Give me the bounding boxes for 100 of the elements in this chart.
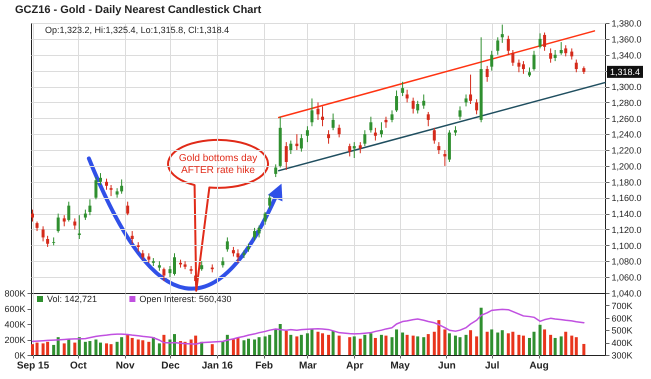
bar bbox=[549, 334, 552, 355]
candlestick bbox=[511, 50, 514, 66]
candlestick bbox=[469, 74, 472, 104]
bar bbox=[327, 334, 330, 355]
bar bbox=[490, 329, 494, 355]
candlestick bbox=[412, 97, 415, 114]
y-tick-label: 400K bbox=[4, 320, 26, 330]
candlestick bbox=[522, 60, 525, 74]
bar bbox=[42, 343, 45, 355]
candlestick bbox=[358, 142, 362, 154]
y-tick-label: 1,240.0 bbox=[612, 130, 642, 140]
bar bbox=[162, 334, 166, 355]
candlestick bbox=[110, 184, 113, 197]
x-tick-label: Dec bbox=[161, 360, 180, 372]
y-tick-label: 1,340.0 bbox=[612, 50, 642, 60]
line-series bbox=[32, 308, 585, 345]
bar bbox=[141, 340, 144, 355]
bar bbox=[443, 329, 446, 355]
bar bbox=[564, 332, 568, 355]
candlestick bbox=[437, 142, 440, 155]
candlestick bbox=[560, 42, 563, 56]
candlestick bbox=[200, 260, 204, 272]
annotation: Gold bottoms day AFTER rate hike bbox=[178, 152, 258, 176]
bar bbox=[412, 336, 415, 355]
y-tick-label: 200K bbox=[4, 335, 26, 345]
y-tick-label: 600K bbox=[4, 304, 26, 314]
candlestick bbox=[67, 201, 70, 222]
candlestick bbox=[332, 113, 335, 131]
bar bbox=[136, 340, 140, 355]
bar bbox=[105, 343, 108, 355]
x-tick-label: Oct bbox=[70, 360, 88, 372]
y-tick-label: 1,280.0 bbox=[612, 98, 642, 108]
bar bbox=[554, 338, 557, 355]
bar bbox=[464, 334, 468, 355]
bar bbox=[560, 336, 563, 355]
y-tick-label: 1,180.0 bbox=[612, 177, 642, 188]
candlestick bbox=[443, 150, 446, 166]
bar bbox=[582, 344, 586, 355]
y-tick-label: 1,100.0 bbox=[612, 240, 642, 251]
candlestick bbox=[274, 164, 278, 178]
y-tick-label: 1,380.0 bbox=[612, 18, 642, 28]
candlestick bbox=[136, 242, 140, 252]
y-tick-label: 1,160.0 bbox=[612, 193, 642, 204]
bar bbox=[422, 337, 426, 355]
bar bbox=[380, 334, 383, 355]
candlestick bbox=[268, 194, 272, 210]
candlestick bbox=[327, 130, 330, 144]
bar bbox=[338, 336, 341, 355]
bar bbox=[31, 344, 34, 355]
bar bbox=[522, 336, 525, 355]
bar bbox=[62, 343, 66, 355]
candlestick bbox=[426, 111, 430, 127]
y-tick-label: 1,220.0 bbox=[612, 146, 642, 156]
bar bbox=[236, 338, 240, 355]
bar bbox=[369, 333, 372, 355]
candlestick bbox=[464, 94, 468, 107]
x-tick-label: Jan 16 bbox=[202, 360, 234, 372]
bar bbox=[448, 333, 451, 355]
candlestick bbox=[289, 140, 292, 155]
bar bbox=[416, 336, 420, 355]
candlestick bbox=[538, 32, 542, 49]
y2-tick-label: 500K bbox=[612, 326, 633, 336]
candlestick bbox=[284, 142, 288, 170]
candlestick bbox=[401, 81, 404, 97]
bar bbox=[190, 340, 193, 355]
candlestick bbox=[253, 227, 256, 242]
bar bbox=[78, 337, 81, 355]
candlestick bbox=[295, 134, 298, 151]
candlestick bbox=[406, 89, 409, 103]
x-tick-label: Feb bbox=[255, 360, 274, 372]
candlestick bbox=[380, 122, 383, 138]
bar bbox=[73, 342, 76, 355]
x-tick-label: Jun bbox=[438, 360, 456, 372]
y-tick-label: 1,360.0 bbox=[612, 34, 642, 44]
candlestick bbox=[395, 90, 398, 112]
candlestick bbox=[363, 130, 366, 147]
bar bbox=[543, 329, 546, 355]
bar bbox=[480, 308, 483, 355]
candlestick bbox=[62, 214, 66, 227]
annotation: Op:1,323.2, Hi:1,325.4, Lo:1,315.8, Cl:1,318.4 bbox=[45, 25, 230, 35]
candlestick bbox=[500, 24, 504, 44]
candlestick bbox=[486, 65, 489, 82]
bar bbox=[352, 336, 356, 355]
bar bbox=[426, 334, 430, 355]
candlestick bbox=[78, 214, 81, 240]
candlestick bbox=[116, 188, 119, 198]
bar bbox=[295, 336, 298, 355]
bar bbox=[374, 338, 377, 355]
bar bbox=[67, 338, 70, 355]
bar bbox=[300, 334, 303, 355]
candlestick bbox=[528, 66, 531, 78]
candlestick bbox=[475, 98, 478, 115]
legend-label: Open Interest: 560,430 bbox=[139, 294, 232, 304]
candlestick bbox=[564, 44, 568, 57]
candlestick bbox=[348, 143, 352, 157]
bar bbox=[358, 338, 362, 355]
candlestick bbox=[532, 50, 536, 72]
candlestick bbox=[88, 198, 92, 216]
x-tick-label: Aug bbox=[529, 360, 549, 372]
bar bbox=[458, 337, 462, 355]
